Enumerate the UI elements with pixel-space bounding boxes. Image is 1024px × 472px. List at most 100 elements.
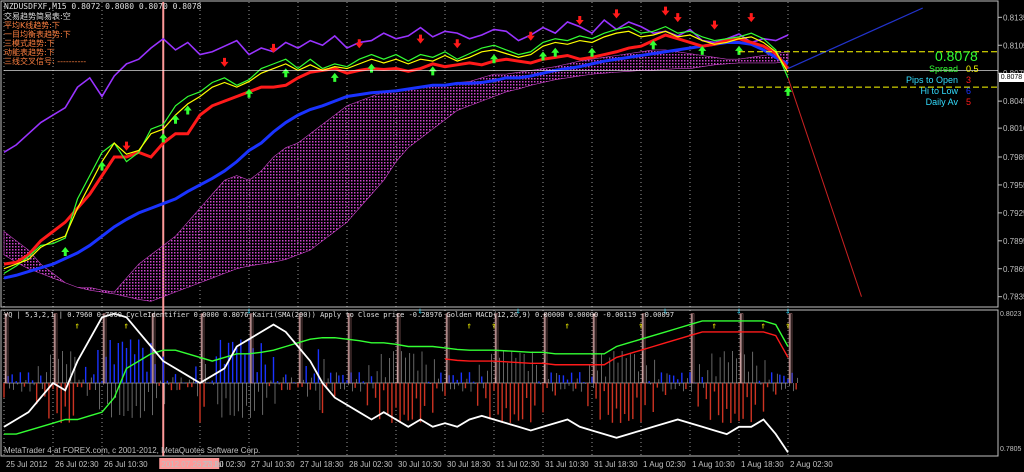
signal-up-icon: ⇑ — [75, 321, 80, 331]
sub-bottom-label: 0.7805 — [1000, 446, 1022, 453]
sell-arrow-icon — [747, 13, 756, 23]
signal-down-icon: ⇓ — [516, 307, 521, 317]
y-tick-label: 0.8016 — [1003, 124, 1024, 133]
stat-value: 5 — [966, 97, 972, 107]
x-tick-label: 26 Jul 10:30 — [104, 460, 148, 469]
y-tick-label: 0.8045 — [1003, 97, 1024, 106]
stats-panel: Spread 0.5 Pips to Open 3 Hi to Low 6 Daily Av… — [880, 64, 980, 108]
main-header: NZDUSDFXF,M15 0.8072 0.8080 0.8070 0.807… — [4, 2, 202, 11]
x-tick-label: 30 Jul 18:30 — [447, 460, 491, 469]
x-tick-label: 27 Jul 10:30 — [251, 460, 295, 469]
series-line-red — [3, 33, 790, 266]
sell-arrow-icon — [575, 15, 584, 25]
sell-arrow-icon — [220, 57, 229, 67]
buy-arrow-icon — [698, 45, 707, 55]
trend-info-line: 动能表趋势:下 — [4, 48, 55, 57]
signal-up-icon: ⇑ — [785, 321, 790, 331]
signal-down-icon: ⇓ — [246, 307, 251, 317]
cycle-spike-box — [739, 313, 744, 384]
buy-arrow-icon — [588, 47, 596, 57]
buy-arrow-icon — [183, 105, 192, 115]
trend-info-line: 平均K线趋势:下 — [4, 21, 60, 30]
buy-arrow-icon — [171, 114, 180, 124]
cycle-spike-box — [102, 313, 107, 384]
signal-down-icon: ⇓ — [663, 307, 668, 317]
buy-arrow-icon — [245, 88, 253, 98]
main-frame — [0, 0, 999, 308]
signal-up-icon: ⇑ — [491, 321, 496, 331]
series-line-blue — [3, 40, 789, 280]
buy-arrow-icon — [98, 161, 106, 171]
x-tick-label: 26 Jul 02:30 — [55, 460, 99, 469]
sell-arrow-icon — [355, 39, 364, 49]
cycle-spike-box — [788, 313, 793, 384]
trend-line-blue — [787, 7, 923, 70]
stat-label: Spread — [928, 64, 958, 74]
stat-row: Pips to Open 3 — [880, 75, 980, 86]
cycle-spike-box — [53, 313, 58, 384]
y-tick-label: 0.7835 — [1003, 293, 1024, 302]
cycle-spike-box — [396, 313, 401, 384]
sub-header: VQ | 5,3,2,1 | 0.7960 0.7960 CycleIdenti… — [4, 311, 675, 319]
buy-arrow-icon — [428, 66, 437, 76]
signal-up-icon: ⇑ — [124, 321, 129, 331]
y-tick-label: 0.8135 — [1003, 13, 1024, 22]
cycle-spike-box — [249, 313, 254, 384]
buy-arrow-icon — [61, 247, 70, 257]
step-line-green — [4, 320, 789, 435]
cycle-spike-box — [494, 313, 499, 384]
cycle-spike-box — [347, 313, 352, 384]
sell-arrow-icon — [453, 39, 462, 49]
buy-arrow-icon — [735, 45, 743, 55]
big-price: 0.8078 — [935, 48, 978, 64]
x-tick-label: 27 Jul 02:30 — [202, 460, 246, 469]
cycle-spike-box — [4, 313, 9, 384]
sell-arrow-icon — [673, 13, 682, 23]
trend-info-line: 一目均衡表趋势:下 — [4, 30, 71, 39]
stat-value: 0.5 — [966, 64, 979, 74]
buy-arrow-icon — [281, 68, 290, 78]
signal-down-icon: ⇓ — [736, 307, 741, 317]
sell-arrow-icon — [612, 9, 621, 19]
x-tick-label: 31 Jul 10:30 — [545, 460, 589, 469]
series-line-yellow — [3, 30, 789, 270]
current-price-tag: 0.8078 — [999, 73, 1024, 82]
buy-arrow-icon — [159, 133, 168, 143]
signal-up-icon: ⇑ — [712, 321, 717, 331]
kairi-line — [3, 312, 789, 453]
sell-arrow-icon — [526, 31, 535, 41]
step-line-red — [444, 331, 789, 366]
x-tick-label: 31 Jul 18:30 — [594, 460, 638, 469]
sell-arrow-icon — [122, 141, 131, 151]
stat-label: Hi to Low — [920, 86, 958, 96]
trend-info-line: 交易趋势简易表:空 — [4, 12, 71, 21]
stat-value: 6 — [966, 86, 972, 96]
buy-arrow-icon — [784, 86, 792, 96]
sell-arrow-icon — [269, 43, 278, 53]
sell-arrow-icon — [710, 20, 719, 30]
stat-label: Daily Av — [925, 97, 958, 107]
trend-info-line: 三线交叉信号: ---------- — [4, 57, 87, 66]
cycle-spike-box — [200, 313, 205, 384]
signal-down-icon: ⇓ — [785, 307, 790, 317]
trend-info-line: 三模式趋势:下 — [4, 39, 55, 48]
time-highlight-box — [159, 458, 220, 469]
stat-value: 3 — [966, 75, 972, 85]
x-tick-label: 27 Jul 18:30 — [300, 460, 344, 469]
y-tick-label: 0.7925 — [1003, 209, 1024, 218]
x-tick-label: 31 Jul 02:30 — [496, 460, 540, 469]
buy-arrow-icon — [330, 72, 339, 82]
buy-arrow-icon — [490, 54, 498, 64]
signal-up-icon: ⇑ — [638, 321, 643, 331]
y-tick-label: 0.7895 — [1003, 237, 1024, 246]
footer-copyright: MetaTrader 4 at FOREX.com, c 2001-2012, … — [4, 446, 261, 455]
signal-up-icon: ⇑ — [565, 321, 570, 331]
sell-arrow-icon — [661, 6, 670, 16]
cycle-spike-box — [592, 313, 597, 384]
stat-label: Pips to Open — [905, 75, 958, 85]
sell-arrow-icon — [416, 34, 425, 44]
y-tick-label: 0.7865 — [1003, 265, 1024, 274]
x-tick-label: 2012.07.26 23:00 — [161, 460, 224, 469]
series-line-green — [3, 25, 789, 274]
